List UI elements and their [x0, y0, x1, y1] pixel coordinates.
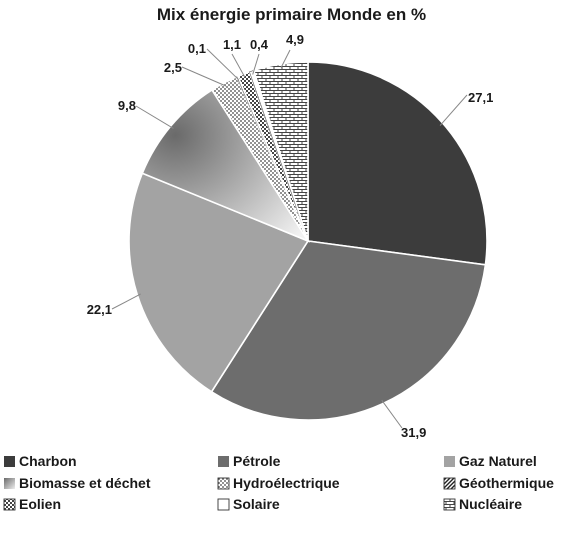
data-label-gaz-naturel: 22,1	[87, 302, 112, 317]
legend-item-petrole: Pétrole	[218, 453, 281, 469]
legend-label-solaire: Solaire	[233, 496, 280, 512]
legend-item-biomasse-et-dechet: Biomasse et déchet	[4, 475, 151, 491]
leader-line-solaire	[252, 53, 260, 75]
legend-item-hydroelectrique: Hydroélectrique	[217, 475, 340, 491]
legend-item-eolien: Eolien	[3, 496, 61, 512]
legend-swatch-biomasse-et-dechet	[4, 478, 15, 489]
legend-label-gaz-naturel: Gaz Naturel	[459, 453, 537, 469]
legend: Charbon Pétrole Gaz Naturel Biomasse et déc…	[3, 453, 554, 512]
leader-line-eolien	[231, 53, 246, 78]
leader-line-charbon	[439, 94, 468, 126]
pie-slice-gaz-naturel	[128, 172, 310, 393]
chart-title: Mix énergie primaire Monde en %	[157, 5, 426, 24]
leader-line-biomasse-et-dechet	[135, 105, 174, 129]
legend-swatch-hydroelectrique	[217, 477, 230, 490]
legend-label-petrole: Pétrole	[233, 453, 281, 469]
legend-item-solaire: Solaire	[217, 496, 280, 512]
data-label-biomasse-et-dechet: 9,8	[118, 98, 136, 113]
data-label-nucleaire: 4,9	[286, 32, 304, 47]
legend-swatch-solaire	[217, 498, 230, 511]
data-label-petrole: 31,9	[401, 425, 426, 440]
data-labels: 27,1 31,9 22,1 9,8 2,5 0,1 1,1 0,4 4,9	[87, 32, 494, 440]
legend-swatch-nucleaire	[443, 498, 456, 511]
leader-line-nucleaire	[280, 49, 291, 68]
pie-slice-biomasse-et-dechet	[141, 88, 311, 243]
legend-swatch-charbon	[4, 456, 15, 467]
pie-slices	[128, 61, 488, 421]
legend-label-hydroelectrique: Hydroélectrique	[233, 475, 340, 491]
data-label-geothermique: 0,1	[188, 41, 206, 56]
legend-swatch-gaz-naturel	[444, 456, 455, 467]
legend-label-eolien: Eolien	[19, 496, 61, 512]
legend-swatch-petrole	[218, 456, 229, 467]
leader-line-gaz-naturel	[111, 293, 141, 310]
legend-item-nucleaire: Nucléaire	[443, 496, 522, 512]
pie-slice-charbon	[307, 61, 488, 266]
data-label-eolien: 1,1	[223, 37, 241, 52]
leader-line-petrole	[381, 399, 403, 429]
legend-swatch-eolien	[3, 498, 16, 511]
legend-item-geothermique: Géothermique	[443, 475, 554, 491]
legend-label-geothermique: Géothermique	[459, 475, 554, 491]
legend-item-gaz-naturel: Gaz Naturel	[444, 453, 537, 469]
legend-swatch-geothermique	[443, 477, 456, 490]
legend-item-charbon: Charbon	[4, 453, 77, 469]
legend-label-biomasse-et-dechet: Biomasse et déchet	[19, 475, 151, 491]
leader-line-geothermique	[206, 48, 240, 81]
data-label-solaire: 0,4	[250, 37, 269, 52]
data-label-charbon: 27,1	[468, 90, 493, 105]
legend-label-nucleaire: Nucléaire	[459, 496, 522, 512]
data-label-hydroelectrique: 2,5	[164, 60, 182, 75]
leader-line-hydroelectrique	[181, 66, 227, 87]
legend-label-charbon: Charbon	[19, 453, 77, 469]
